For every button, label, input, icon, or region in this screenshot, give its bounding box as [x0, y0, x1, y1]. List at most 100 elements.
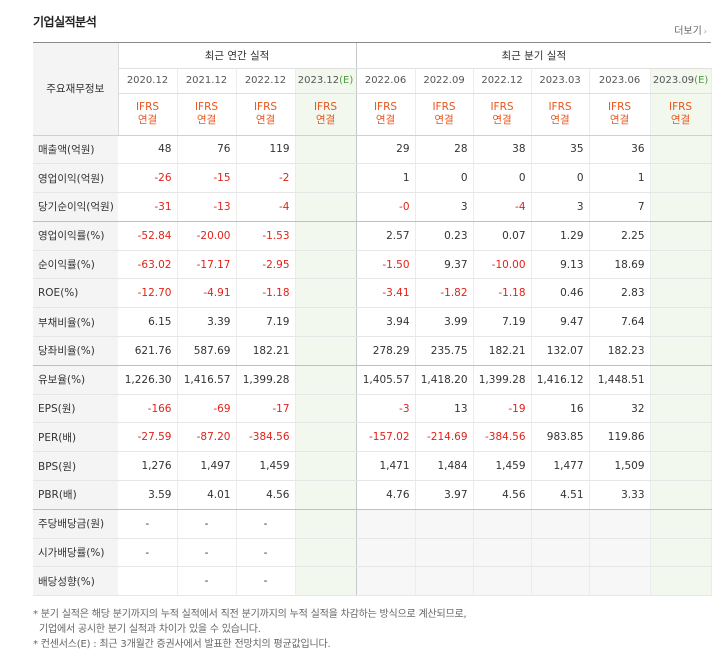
row-label: PBR(배) — [33, 480, 118, 510]
value-cell: 7 — [589, 192, 651, 222]
more-link-label: 더보기 — [674, 26, 702, 37]
value-cell — [473, 509, 532, 539]
ifrs-label: IFRS 연결 — [415, 93, 474, 136]
ifrs-label-top: IFRS — [548, 101, 572, 113]
value-cell: -52.84 — [118, 221, 178, 251]
value-cell: 1,477 — [531, 451, 590, 482]
period-label: 2023.09 — [652, 75, 695, 86]
ifrs-label-top: IFRS — [432, 101, 456, 113]
table-row: 매출액(억원) 48 76 119 29 28 38 35 36 — [33, 135, 712, 165]
value-cell: 1,416.12 — [531, 365, 590, 395]
value-cell — [295, 336, 357, 366]
table-row: 당좌비율(%) 621.76 587.69 182.21 278.29 235.75 182… — [33, 336, 712, 366]
value-cell — [650, 307, 712, 338]
period-label: 2021.12 — [185, 75, 228, 86]
table-row: 부채비율(%) 6.15 3.39 7.19 3.94 3.99 7.19 9.47 7.64 — [33, 307, 712, 338]
value-cell: - — [236, 566, 296, 597]
ifrs-label-bottom: 연결 — [137, 114, 158, 126]
period-label: 2023.03 — [539, 75, 581, 86]
value-cell: 1,484 — [415, 451, 474, 482]
value-cell — [118, 566, 178, 597]
value-cell: -214.69 — [415, 422, 474, 453]
value-cell: -19 — [473, 394, 532, 424]
value-cell: 1,226.30 — [118, 365, 178, 395]
footnotes: * 분기 실적은 해당 분기까지의 누적 실적에서 직전 분기까지의 누적 실적… — [33, 607, 467, 652]
value-cell: -13 — [177, 192, 237, 222]
value-cell: 3.39 — [177, 307, 237, 338]
value-cell: -1.18 — [236, 278, 296, 309]
value-cell: -3.41 — [356, 278, 416, 309]
value-cell — [295, 221, 357, 251]
table-row: 당기순이익(억원) -31 -13 -4 -0 3 -4 3 7 — [33, 192, 712, 222]
value-cell: 0.46 — [531, 278, 590, 309]
value-cell — [650, 538, 712, 568]
value-cell: 29 — [356, 135, 416, 165]
value-cell: 0 — [415, 163, 474, 194]
value-cell: 0 — [473, 163, 532, 194]
period-header: 2023.06 — [589, 68, 651, 94]
value-cell — [531, 538, 590, 568]
table-row: PBR(배) 3.59 4.01 4.56 4.76 3.97 4.56 4.51 3.33 — [33, 480, 712, 510]
table-row: BPS(원) 1,276 1,497 1,459 1,471 1,484 1,459 1,47… — [33, 451, 712, 482]
value-cell — [295, 451, 357, 482]
financial-table: 주요재무정보 최근 연간 실적 최근 분기 실적 2020.12 2021.12 2… — [33, 43, 712, 597]
value-cell: -63.02 — [118, 250, 178, 280]
period-header: 2023.09(E) — [650, 68, 712, 94]
row-label: EPS(원) — [33, 394, 118, 424]
footnote-line: 기업에서 공시한 분기 실적과 차이가 있을 수 있습니다. — [33, 624, 261, 635]
value-cell — [415, 566, 474, 597]
value-cell — [295, 394, 357, 424]
value-cell: 3.97 — [415, 480, 474, 510]
ifrs-label: IFRS 연결 — [356, 93, 416, 136]
row-label: 주당배당금(원) — [33, 509, 118, 539]
value-cell: 4.56 — [236, 480, 296, 510]
value-cell — [295, 192, 357, 222]
value-cell: 3.33 — [589, 480, 651, 510]
value-cell: -157.02 — [356, 422, 416, 453]
value-cell: 1,448.51 — [589, 365, 651, 395]
value-cell: 32 — [589, 394, 651, 424]
ifrs-label-top: IFRS — [253, 101, 278, 113]
value-cell: 0 — [531, 163, 590, 194]
ifrs-label-top: IFRS — [607, 101, 632, 113]
value-cell — [650, 221, 712, 251]
value-cell: -3 — [356, 394, 416, 424]
period-label: 2022.12 — [481, 75, 523, 86]
row-label: 시가배당률(%) — [33, 538, 118, 568]
value-cell: 182.21 — [236, 336, 296, 366]
value-cell: 1,459 — [236, 451, 296, 482]
period-header: 2021.12 — [177, 68, 237, 94]
period-label: 2020.12 — [126, 75, 169, 86]
row-label: 배당성향(%) — [33, 566, 118, 597]
ifrs-label: IFRS 연결 — [177, 93, 237, 136]
value-cell — [650, 163, 712, 194]
value-cell: 2.57 — [356, 221, 416, 251]
value-cell — [295, 538, 357, 568]
value-cell: 2.83 — [589, 278, 651, 309]
period-header: 2022.09 — [415, 68, 474, 94]
value-cell: 1 — [589, 163, 651, 194]
ifrs-label: IFRS 연결 — [531, 93, 590, 136]
row-label: 영업이익률(%) — [33, 221, 118, 251]
value-cell: 35 — [531, 135, 590, 165]
value-cell: -12.70 — [118, 278, 178, 309]
value-cell — [650, 365, 712, 395]
table-row: 순이익률(%) -63.02 -17.17 -2.95 -1.50 9.37 -10.00 9… — [33, 250, 712, 280]
value-cell: 36 — [589, 135, 651, 165]
value-cell — [295, 566, 357, 597]
value-cell: 28 — [415, 135, 474, 165]
quarter-group-header: 최근 분기 실적 — [356, 43, 712, 69]
value-cell: 3.59 — [118, 480, 178, 510]
value-cell: -20.00 — [177, 221, 237, 251]
more-link[interactable]: 더보기 › — [674, 22, 707, 37]
value-cell — [295, 365, 357, 395]
value-cell: 9.13 — [531, 250, 590, 280]
financial-table-container: 주요재무정보 최근 연간 실적 최근 분기 실적 2020.12 2021.12 2… — [33, 42, 712, 597]
value-cell — [589, 566, 651, 597]
ifrs-label: IFRS 연결 — [473, 93, 532, 136]
ifrs-label-top: IFRS — [490, 101, 514, 113]
value-cell: 983.85 — [531, 422, 590, 453]
value-cell: 1,416.57 — [177, 365, 237, 395]
value-cell: 1,399.28 — [473, 365, 532, 395]
value-cell: 7.64 — [589, 307, 651, 338]
